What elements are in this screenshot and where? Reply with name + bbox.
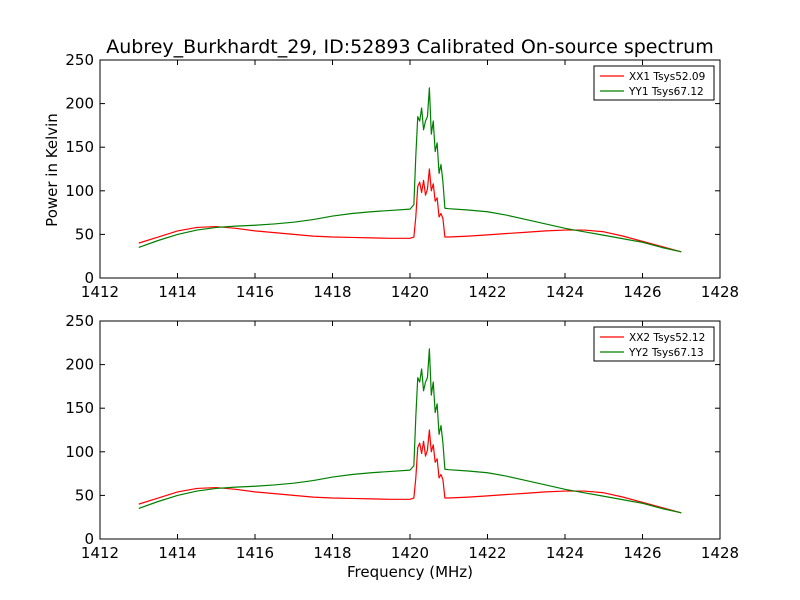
y-tick-label: 250	[65, 312, 94, 330]
figure-title: Aubrey_Burkhardt_29, ID:52893 Calibrated…	[106, 36, 713, 58]
y-tick-label: 50	[75, 486, 94, 504]
legend-label: XX2 Tsys52.12	[629, 332, 705, 344]
x-tick-label: 1424	[546, 544, 584, 562]
x-tick-label: 1426	[623, 283, 661, 301]
series-line-xx	[138, 168, 682, 253]
x-tick-label: 1426	[623, 544, 661, 562]
y-tick-label: 100	[65, 182, 94, 200]
x-tick-label: 1416	[236, 544, 274, 562]
y-tick-label: 200	[65, 356, 94, 374]
legend: XX2 Tsys52.12 YY2 Tsys67.13	[593, 326, 715, 362]
bottom-panel: 1412 1414 1416 1418 1420 1422 1424 1426 1428 0 50 1…	[65, 312, 739, 562]
y-tick-label: 100	[65, 443, 94, 461]
y-tick-label: 0	[84, 269, 94, 287]
y-tick-label: 250	[65, 51, 94, 69]
x-tick-label: 1416	[236, 283, 274, 301]
y-tick-label: 200	[65, 95, 94, 113]
x-tick-label: 1418	[313, 283, 351, 301]
legend-label: XX1 Tsys52.09	[629, 71, 705, 83]
x-tick-label: 1428	[701, 283, 739, 301]
x-tick-label: 1412	[81, 283, 119, 301]
y-tick-label: 150	[65, 138, 94, 156]
y-tick-label: 150	[65, 399, 94, 417]
x-tick-label: 1422	[468, 283, 506, 301]
series-line-yy	[138, 348, 682, 514]
x-axis-label: Frequency (MHz)	[347, 563, 473, 581]
x-tick-label: 1420	[391, 283, 429, 301]
x-tick-label: 1414	[158, 544, 196, 562]
legend-label: YY1 Tsys67.12	[628, 86, 704, 98]
series-line-yy	[138, 87, 682, 253]
series-line-xx	[138, 429, 682, 514]
legend-box	[593, 326, 715, 362]
x-tick-label: 1420	[391, 544, 429, 562]
y-tick-label: 50	[75, 225, 94, 243]
x-tick-label: 1418	[313, 544, 351, 562]
top-panel: 1412 1414 1416 1418 1420 1422 1424 1426 1428 0 50 1…	[65, 51, 739, 301]
legend-box	[593, 65, 715, 101]
y-axis-label: Power in Kelvin	[43, 113, 61, 227]
x-tick-label: 1422	[468, 544, 506, 562]
x-tick-label: 1412	[81, 544, 119, 562]
y-tick-label: 0	[84, 530, 94, 548]
x-tick-label: 1428	[701, 544, 739, 562]
legend-label: YY2 Tsys67.13	[628, 347, 704, 359]
x-tick-label: 1424	[546, 283, 584, 301]
legend: XX1 Tsys52.09 YY1 Tsys67.12	[593, 65, 715, 101]
x-tick-label: 1414	[158, 283, 196, 301]
